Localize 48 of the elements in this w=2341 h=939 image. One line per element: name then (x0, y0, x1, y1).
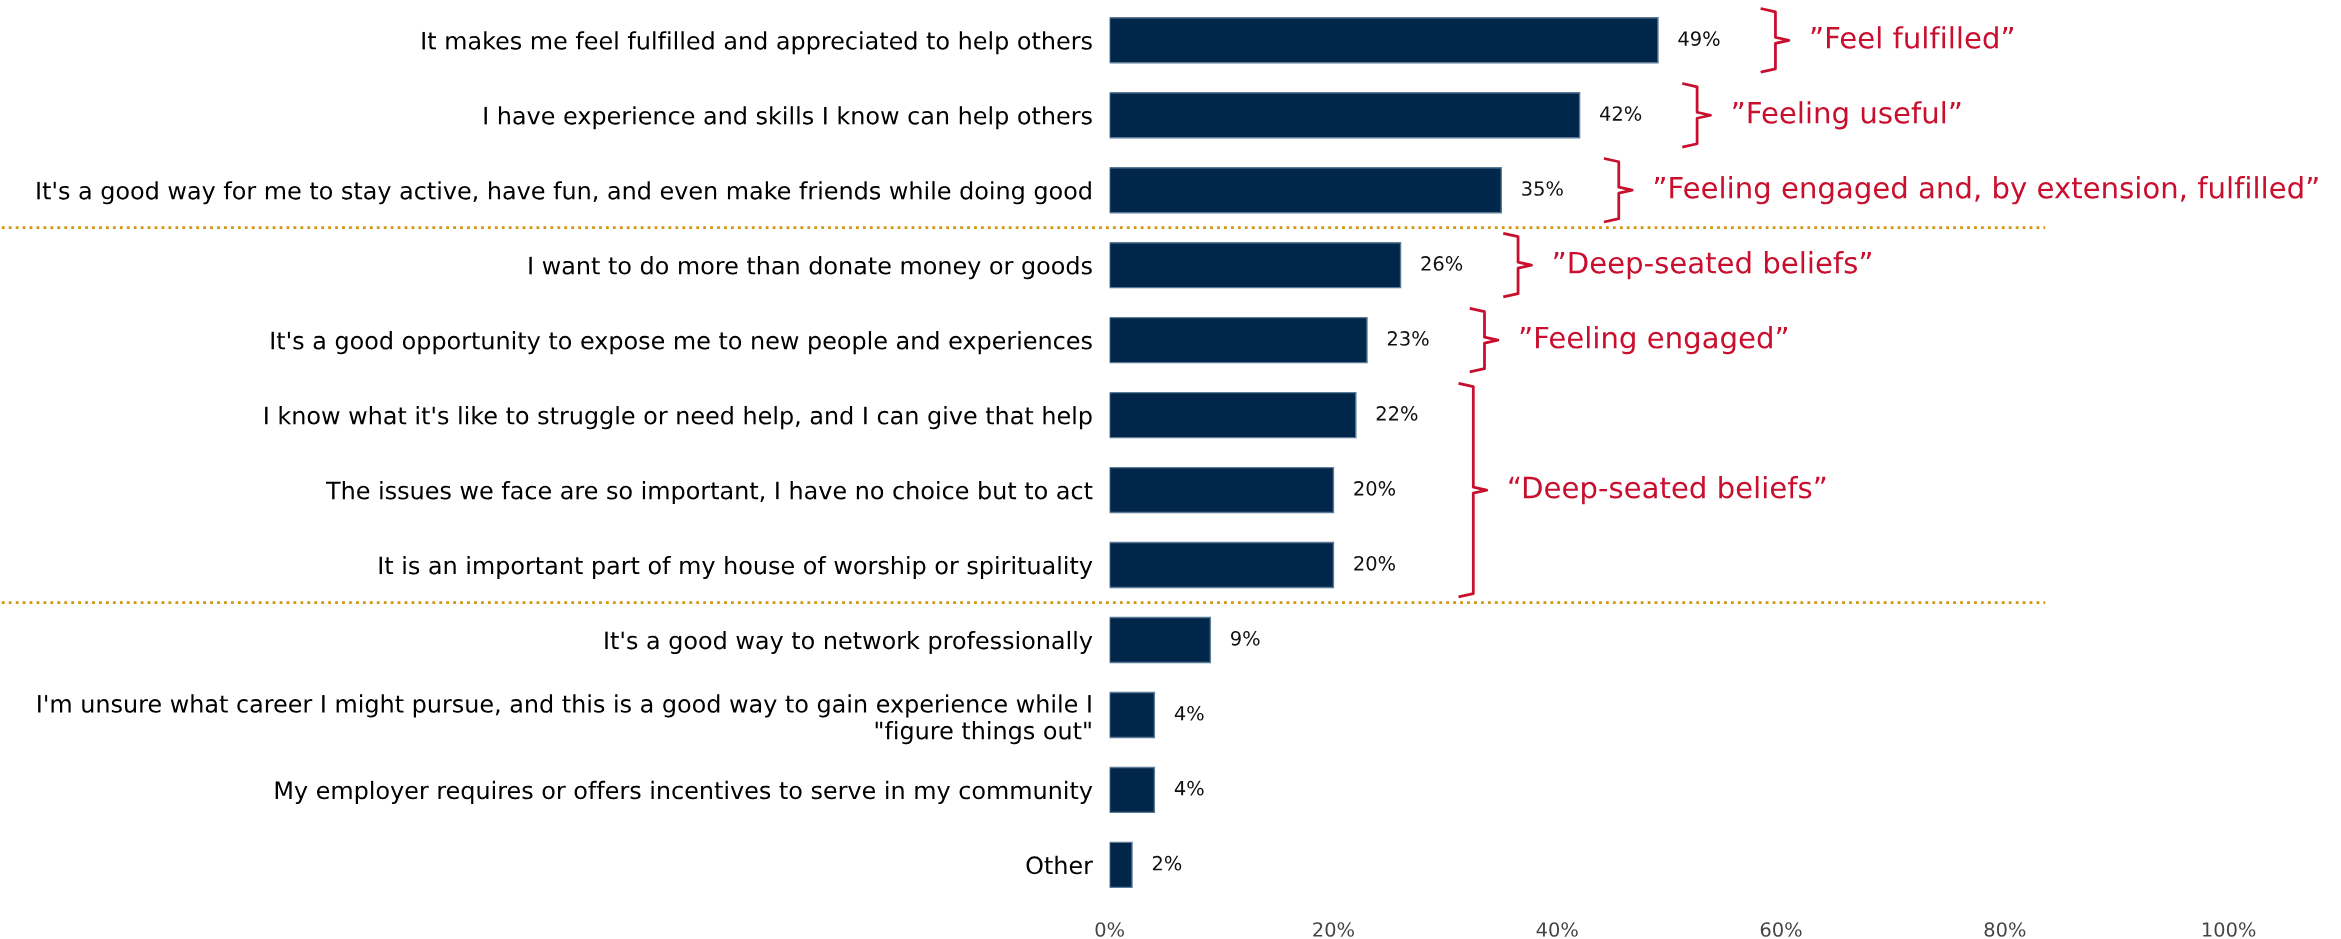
data-label: 42% (1600, 106, 1642, 121)
y-tick-label: I want to do more than donate money or goods (529, 256, 1092, 280)
x-tick-label: 20% (1313, 922, 1354, 937)
data-label: 4% (1174, 780, 1204, 796)
data-label: 26% (1421, 256, 1463, 271)
y-tick-label: It makes me feel fulfilled and appreciated to help others (422, 31, 1092, 55)
data-label: 9% (1231, 630, 1260, 646)
x-tick-label: 0% (1095, 922, 1124, 937)
bar (1109, 242, 1402, 289)
x-tick-label: 40% (1536, 922, 1578, 937)
x-tick-label: 80% (1984, 922, 2026, 937)
data-label: 4% (1174, 705, 1204, 721)
data-label: 20% (1354, 481, 1396, 496)
annotation: ”Feeling useful” (1733, 101, 1961, 130)
bar (1109, 691, 1156, 739)
data-label: 22% (1376, 406, 1418, 421)
x-tick-label: 100% (2202, 922, 2256, 937)
bar (1109, 167, 1502, 214)
data-label: 2% (1152, 855, 1182, 871)
bar (1109, 92, 1581, 139)
y-tick-label: Other (1026, 855, 1093, 875)
y-tick-label: It is an important part of my house of worship or spirituality (379, 555, 1093, 580)
annotation: ”Feeling engaged” (1520, 326, 1787, 355)
y-tick-label: My employer requires or offers incentives to serve in my community (275, 780, 1093, 804)
bar (1109, 616, 1212, 664)
annotation: “Deep-seated beliefs” (1509, 475, 1826, 505)
y-tick-label: The issues we face are so important, I have no choice but to act (325, 481, 1093, 505)
bar (1109, 466, 1335, 514)
annotation: ”Feeling engaged and, by extension, fulfilled” (1654, 176, 2318, 205)
annotation: ”Feel fulfilled” (1811, 26, 2013, 49)
bar (1109, 17, 1659, 64)
data-label: 20% (1354, 555, 1396, 571)
bar (1109, 316, 1368, 364)
bar (1109, 391, 1357, 439)
data-label: 23% (1387, 331, 1429, 346)
bar (1109, 766, 1156, 814)
x-tick-label: 60% (1760, 922, 1802, 937)
data-label: 49% (1678, 31, 1720, 46)
bar (1109, 541, 1335, 589)
y-tick-label: I have experience and skills I know can help others (484, 106, 1092, 130)
y-tick-label: I know what it's like to struggle or need help, and I can give that help (265, 406, 1092, 430)
bar (1109, 841, 1133, 889)
y-tick-label: I'm unsure what career I might pursue, and this is a good way to gain experience while I "figure things out" (38, 694, 1091, 745)
annotation: ”Deep-seated beliefs” (1554, 251, 1871, 280)
y-tick-label: It's a good opportunity to expose me to new people and experiences (271, 331, 1092, 355)
y-tick-label: It's a good way to network professionally (605, 630, 1093, 655)
y-tick-label: It's a good way for me to stay active, have fun, and even make friends while doing good (37, 181, 1091, 205)
data-label: 35% (1522, 181, 1563, 196)
